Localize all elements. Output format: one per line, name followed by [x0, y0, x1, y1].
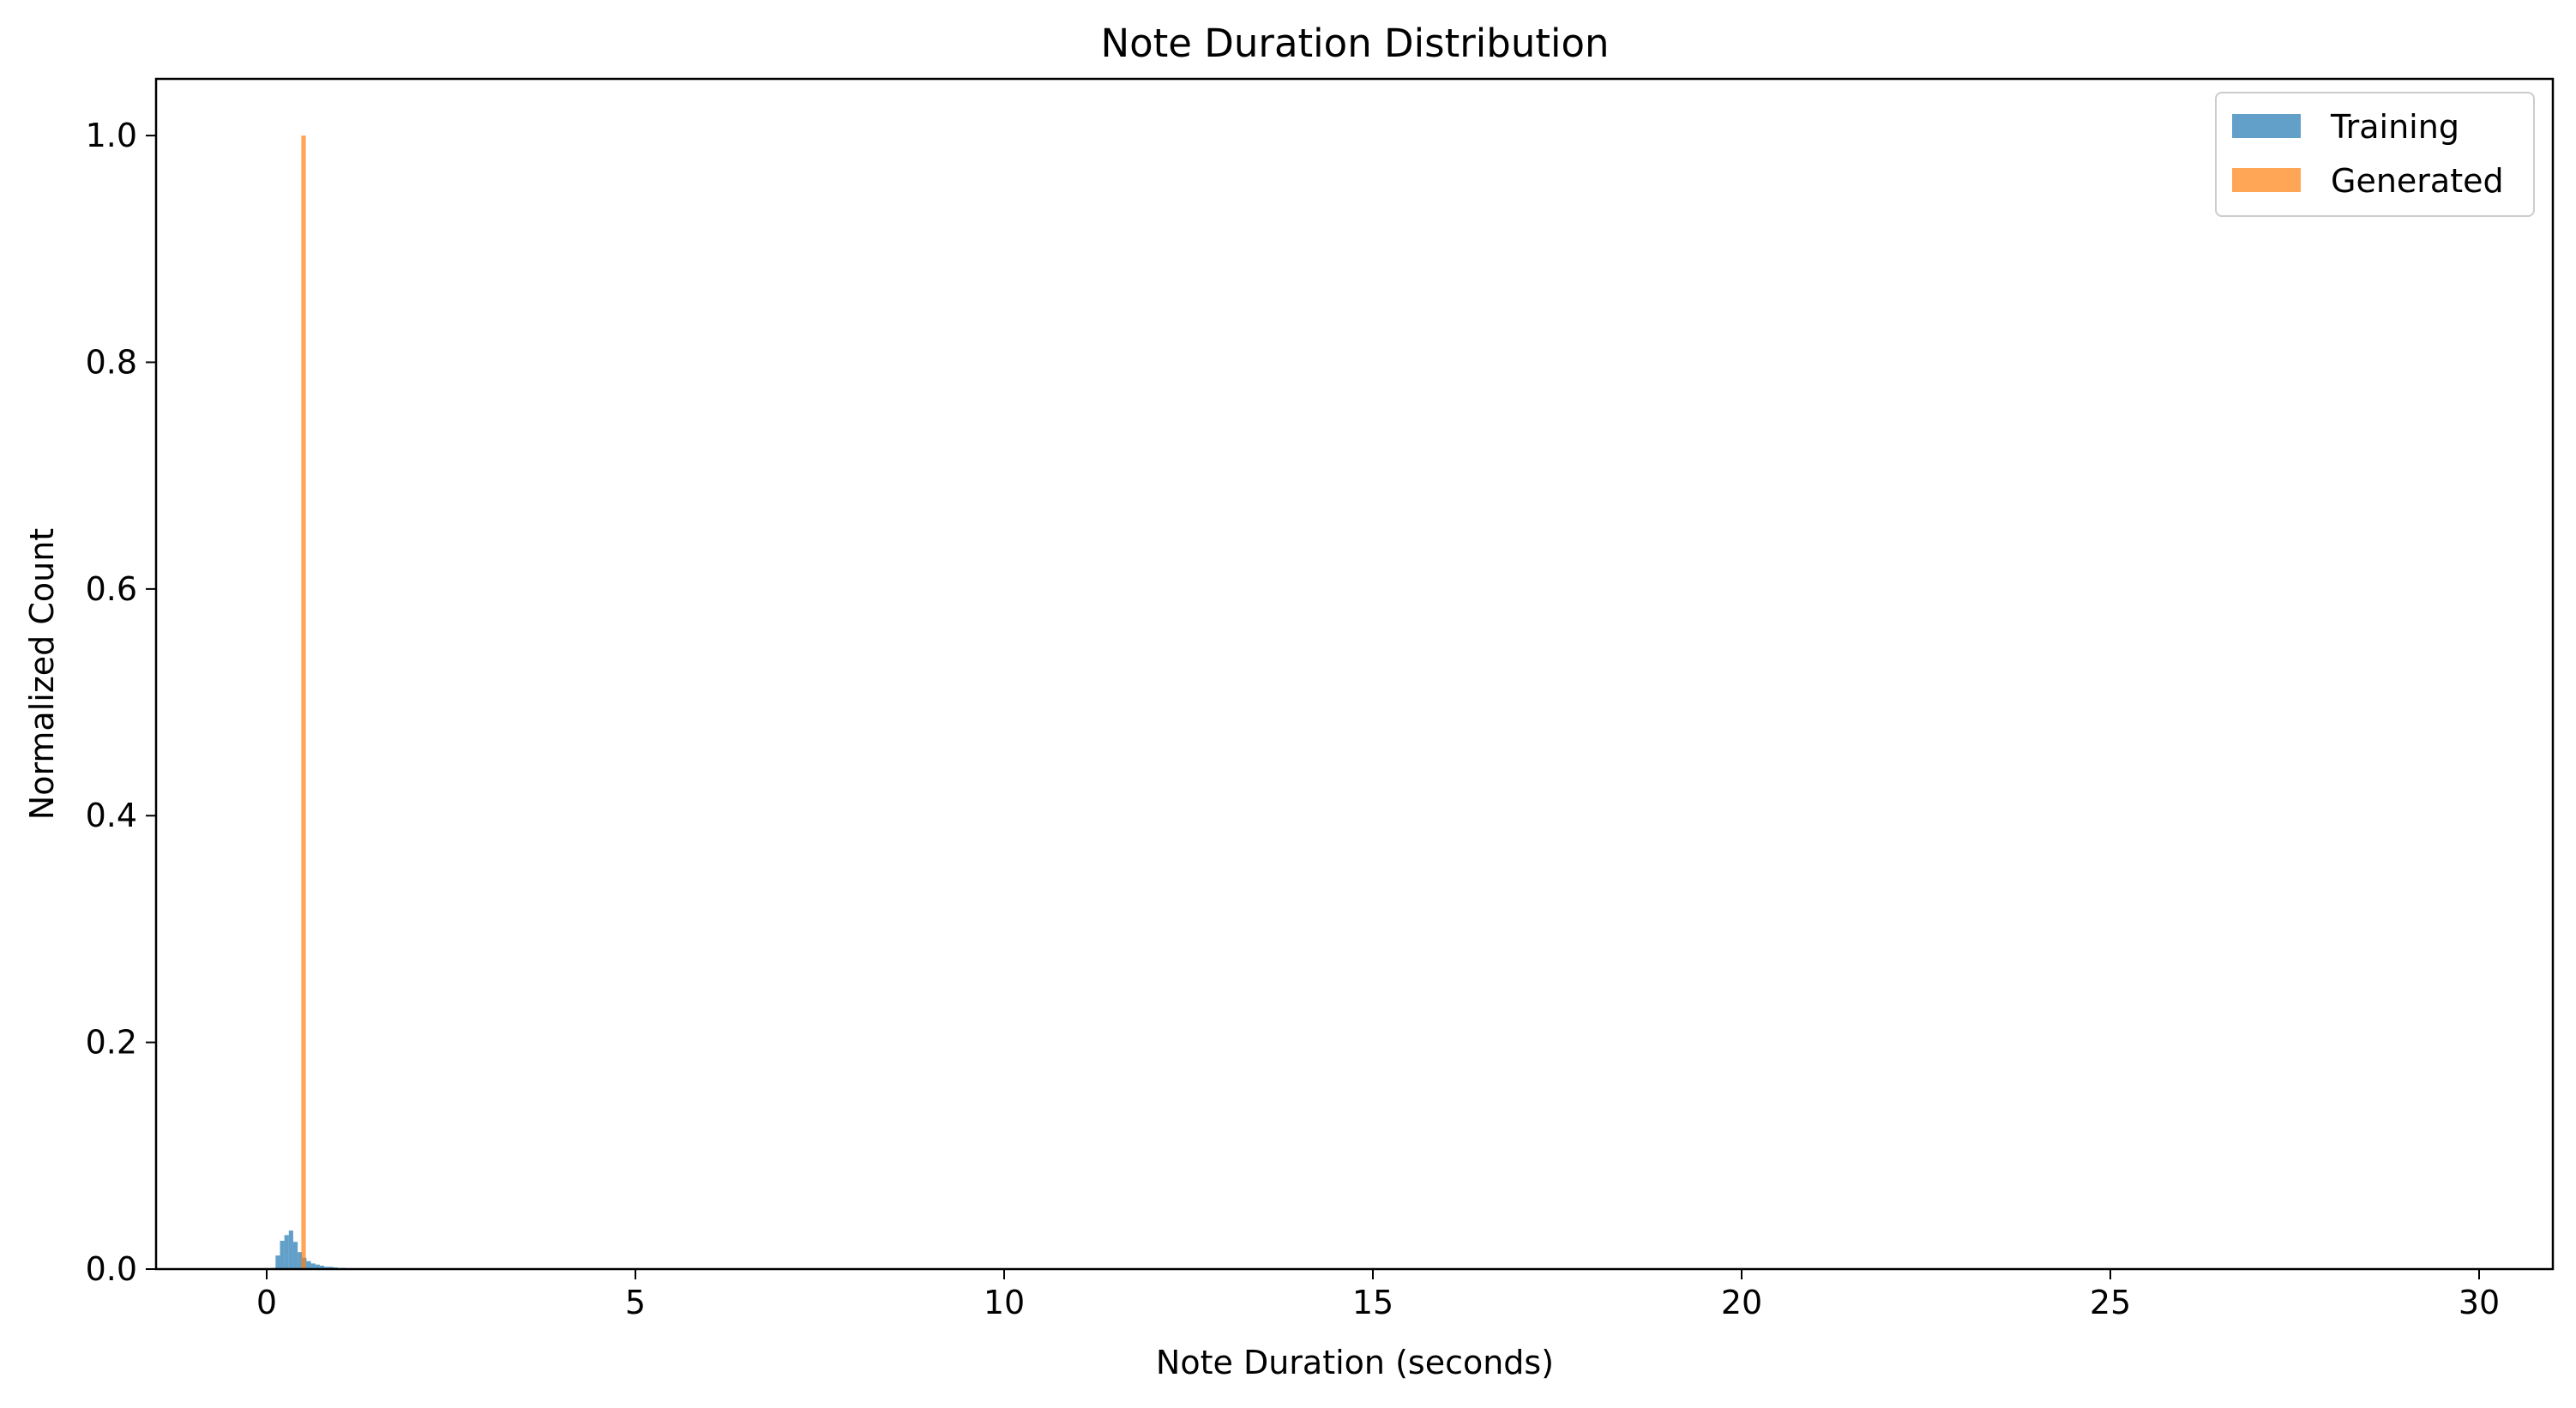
bar-training-9: [310, 1263, 316, 1269]
legend-swatch-training: [2232, 114, 2301, 138]
y-tick-label: 0.8: [86, 343, 137, 381]
y-tick-label: 0.4: [86, 797, 137, 834]
bar-training-8: [306, 1261, 311, 1269]
legend: Training Generated: [2215, 92, 2535, 217]
x-tick-label: 5: [625, 1284, 646, 1321]
axes-layer: 0 5 10 15 20 25 30 0.0 0.2 0.4 0.6 0.8 1.0: [86, 77, 2555, 1321]
bar-training-11: [319, 1266, 325, 1269]
y-axis-label: Normalized Count: [23, 528, 61, 820]
legend-label-generated: Generated: [2331, 162, 2504, 200]
y-tick-label: 1.0: [86, 117, 137, 154]
bar-training-13: [328, 1267, 334, 1269]
legend-swatch-generated: [2232, 168, 2301, 192]
axes-frame: [154, 77, 2555, 1271]
x-tick-label: 10: [984, 1284, 1025, 1321]
x-tick-label: 15: [1352, 1284, 1393, 1321]
legend-label-training: Training: [2330, 108, 2459, 146]
y-tick-label: 0.6: [86, 570, 137, 608]
x-tick-label: 25: [2090, 1284, 2131, 1321]
x-tick-label: 0: [256, 1284, 277, 1321]
bar-training-12: [324, 1267, 329, 1269]
bar-training-3: [284, 1235, 289, 1269]
bar-training-2: [280, 1240, 285, 1269]
x-axis-label: Note Duration (seconds): [1156, 1344, 1554, 1381]
x-tick-label: 20: [1721, 1284, 1762, 1321]
bar-training-10: [315, 1264, 320, 1269]
x-tick-label: 30: [2459, 1284, 2500, 1321]
bar-training-5: [292, 1242, 298, 1269]
y-tick-label: 0.0: [86, 1250, 137, 1288]
bar-generated-0: [301, 135, 306, 1270]
chart-title: Note Duration Distribution: [1100, 21, 1609, 66]
bar-training-1: [275, 1255, 280, 1269]
bar-training-4: [288, 1230, 293, 1269]
bar-training-6: [298, 1252, 303, 1269]
y-tick-label: 0.2: [86, 1024, 137, 1062]
